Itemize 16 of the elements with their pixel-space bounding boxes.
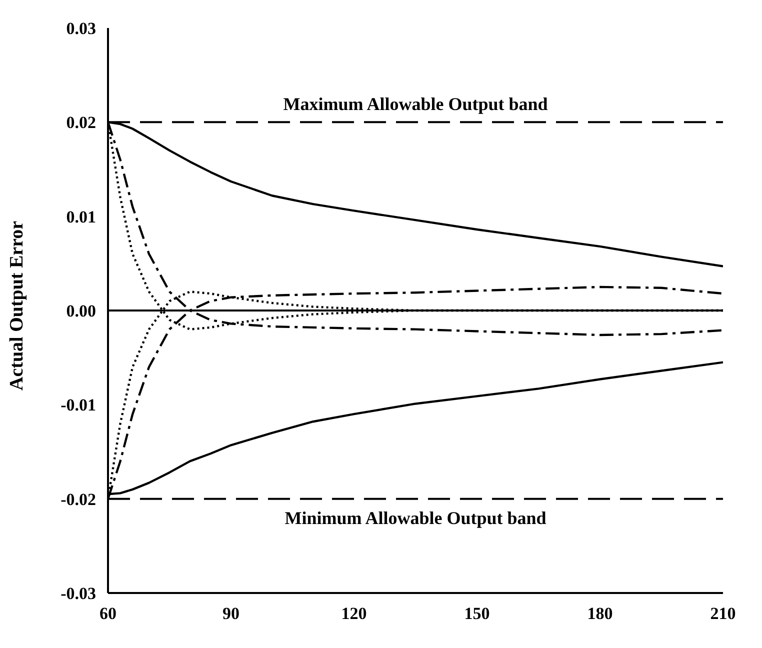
y-tick-label: 0.01 xyxy=(66,207,96,226)
y-tick-label: -0.02 xyxy=(60,490,96,509)
x-tick-label: 90 xyxy=(222,604,240,624)
y-axis-title: Actual Output Error xyxy=(6,220,28,390)
ref-line-label: Maximum Allowable Output band xyxy=(283,94,548,114)
y-tick-label: 0.03 xyxy=(66,19,96,38)
x-tick-label: 60 xyxy=(100,604,116,624)
y-tick-label: 0.02 xyxy=(66,113,96,132)
ref-line-label: Minimum Allowable Output band xyxy=(284,508,546,528)
y-tick-label: 0.00 xyxy=(66,302,96,321)
y-tick-label: -0.01 xyxy=(60,396,96,415)
x-tick-label: 150 xyxy=(464,604,490,624)
x-tick-label: 180 xyxy=(587,604,613,624)
x-tick-label: 210 xyxy=(710,604,736,624)
x-tick-label: 120 xyxy=(341,604,367,624)
y-tick-label: -0.03 xyxy=(60,584,96,604)
